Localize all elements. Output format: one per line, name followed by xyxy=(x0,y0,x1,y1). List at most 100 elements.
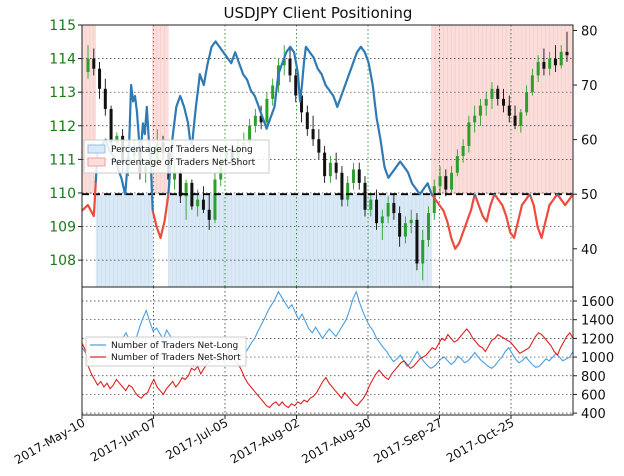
short-bg-band xyxy=(551,25,554,195)
short-bg-band xyxy=(162,25,165,195)
long-bg-band xyxy=(172,194,175,287)
price-candles xyxy=(86,31,569,281)
long-bg-band xyxy=(135,194,138,287)
candle xyxy=(426,206,430,247)
long-bg-band xyxy=(303,194,307,287)
candle-body xyxy=(213,179,217,220)
short-bg-band xyxy=(482,25,485,195)
long-bg-band xyxy=(307,194,311,287)
long-bg-band xyxy=(274,194,277,287)
short-bg-band xyxy=(447,25,450,195)
long-bg-band xyxy=(343,194,346,287)
legend-swatch-net-long xyxy=(87,144,106,154)
short-bg-band xyxy=(512,25,515,195)
candle-body xyxy=(294,75,298,96)
bottom-gridlines xyxy=(82,287,573,415)
long-bg-band xyxy=(294,194,297,287)
top-legend: Percentage of Traders Net-Long Percentag… xyxy=(83,139,270,174)
short-bg-band xyxy=(529,25,533,195)
candle-body xyxy=(484,98,488,106)
net-long-line xyxy=(556,193,560,197)
net-short-line xyxy=(81,183,97,218)
short-bg-band xyxy=(518,25,521,195)
candle-body xyxy=(173,172,177,180)
positioning-background xyxy=(81,25,574,287)
candle-body xyxy=(109,108,113,143)
net-short-line xyxy=(557,193,574,207)
short-bg-band xyxy=(470,25,474,195)
long-bg-band xyxy=(425,194,428,287)
bottom-panel-frame xyxy=(81,286,574,416)
short-bg-band xyxy=(433,25,436,195)
long-bg-band xyxy=(136,194,140,287)
long-bg-band xyxy=(351,194,354,287)
short-bg-band xyxy=(160,25,163,195)
long-bg-band xyxy=(339,194,342,287)
long-bg-band xyxy=(386,194,389,287)
candle-body xyxy=(369,199,373,210)
long-bg-band xyxy=(180,194,183,287)
candle xyxy=(478,98,482,126)
candle-body xyxy=(398,213,402,237)
short-bg-band xyxy=(533,25,536,195)
candle xyxy=(403,216,407,244)
legend-label-count-long: Number of Traders Net-Long xyxy=(111,341,238,351)
candle-body xyxy=(380,216,384,224)
long-bg-band xyxy=(266,194,269,287)
long-bg-band xyxy=(384,194,387,287)
long-bg-band xyxy=(300,194,303,287)
price-tick-label: 113 xyxy=(49,85,76,101)
candle-body xyxy=(346,182,350,200)
candle xyxy=(178,169,182,204)
candle xyxy=(455,149,459,177)
pct-tick-label: 40 xyxy=(581,243,598,258)
long-bg-band xyxy=(349,194,352,287)
candle-body xyxy=(259,115,263,123)
candle xyxy=(530,68,534,96)
short-bg-band xyxy=(85,25,89,195)
long-bg-band xyxy=(176,194,179,287)
net-short-line xyxy=(474,193,496,223)
short-bg-band xyxy=(164,25,167,195)
long-bg-band xyxy=(276,194,279,287)
candle xyxy=(473,105,477,133)
long-bg-band xyxy=(288,194,291,287)
percentage-axis: 40 50 60 70 80 xyxy=(573,24,598,258)
long-bg-band xyxy=(211,194,214,287)
candle-body xyxy=(525,92,529,113)
date-tick-label: 2017-Sep-27 xyxy=(371,415,445,466)
count-tick-label: 1000 xyxy=(581,351,614,366)
candle-body xyxy=(271,85,275,99)
long-bg-band xyxy=(327,194,330,287)
candle-body xyxy=(98,68,102,89)
long-bg-band xyxy=(111,194,114,287)
candle-body xyxy=(559,51,563,66)
candle-body xyxy=(421,239,425,264)
long-bg-band xyxy=(107,194,110,287)
long-bg-band xyxy=(146,194,150,287)
candle xyxy=(461,139,465,163)
short-bg-band xyxy=(506,25,509,195)
long-bg-band xyxy=(150,194,154,287)
long-bg-band xyxy=(390,194,393,287)
candle xyxy=(548,51,552,76)
long-bg-band xyxy=(127,194,130,287)
long-bg-band xyxy=(382,194,385,287)
long-bg-band xyxy=(252,194,256,287)
short-bg-band xyxy=(451,25,454,195)
pct-tick-label: 50 xyxy=(581,188,598,203)
long-bg-band xyxy=(370,194,373,287)
net-long-line xyxy=(167,40,434,197)
date-tick-label: 2017-Aug-30 xyxy=(299,415,373,466)
candle xyxy=(369,192,373,217)
legend-label-count-short: Number of Traders Net-Short xyxy=(111,353,241,363)
candle-body xyxy=(363,182,367,210)
candle-body xyxy=(328,162,332,177)
long-bg-band xyxy=(203,194,207,287)
candle-body xyxy=(207,209,211,220)
long-bg-band xyxy=(321,194,324,287)
long-bg-band xyxy=(215,194,218,287)
candle-body xyxy=(282,58,286,66)
candle xyxy=(502,88,506,113)
date-axis: 2017-May-10 2017-Jun-07 2017-Jul-052017-Au… xyxy=(12,415,517,467)
